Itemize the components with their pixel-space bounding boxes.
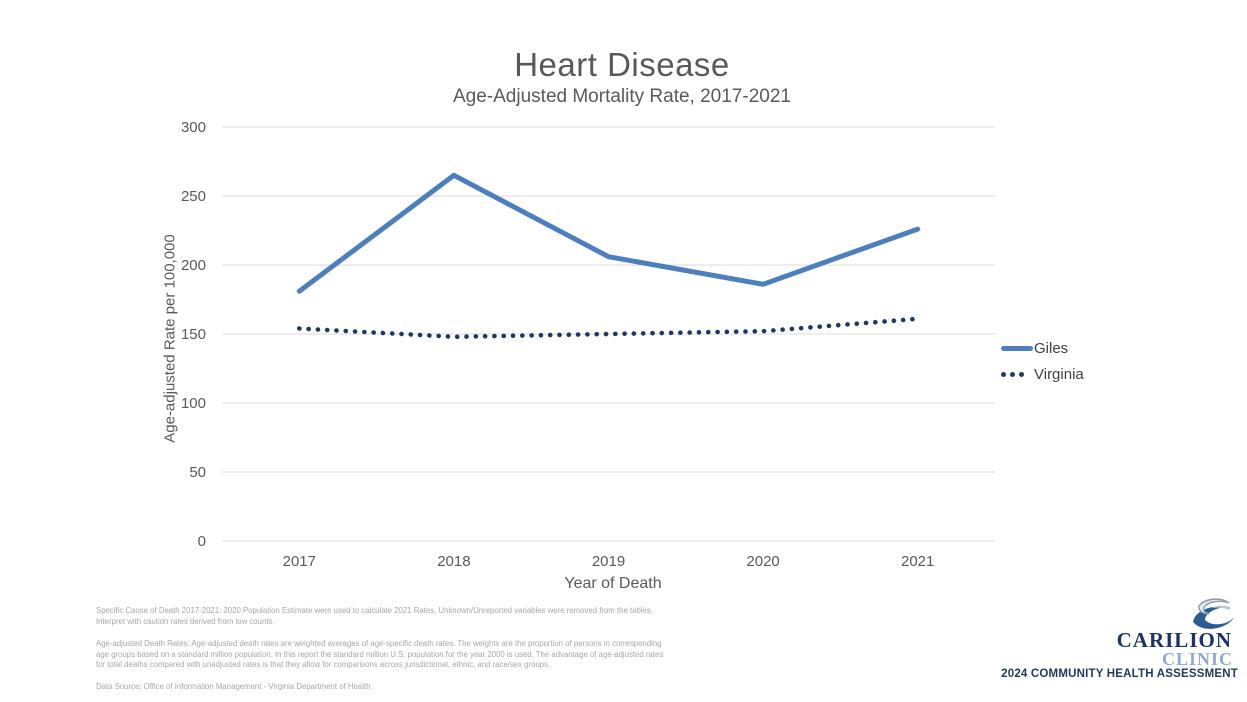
legend-label-virginia: Virginia bbox=[1034, 365, 1084, 383]
legend-label-giles: Giles bbox=[1034, 339, 1069, 357]
virginia-dots-swatch-icon bbox=[1001, 371, 1033, 377]
y-tick-label: 0 bbox=[198, 533, 206, 550]
series-line-giles bbox=[296, 172, 921, 294]
x-tick-label: 2018 bbox=[437, 553, 470, 570]
y-tick-label: 150 bbox=[181, 326, 206, 343]
y-tick-label: 50 bbox=[189, 464, 206, 481]
chart-subtitle: Age-Adjusted Mortality Rate, 2017-2021 bbox=[453, 86, 791, 107]
footnote-age-adjusted-rates: Age-adjusted Death Rates: Age-adjusted d… bbox=[96, 639, 664, 669]
footnote-data-source: Data Source: Office of Information Manag… bbox=[96, 681, 371, 691]
series-line-virginia bbox=[296, 316, 921, 340]
logo-clinic-text: CLINIC bbox=[1161, 649, 1233, 669]
assessment-title: 2024 COMMUNITY HEALTH ASSESSMENT bbox=[1001, 668, 1238, 680]
x-axis-title: Year of Death bbox=[564, 575, 662, 592]
chart-legend: Giles Virginia bbox=[1001, 335, 1084, 387]
logo-carilion-text: CARILION bbox=[1116, 628, 1232, 652]
footnotes: Specific Cause of Death 2017-2021: 2020 … bbox=[96, 606, 882, 692]
x-tick-label: 2017 bbox=[283, 553, 316, 570]
legend-item-virginia: Virginia bbox=[1001, 361, 1084, 387]
y-tick-label: 250 bbox=[181, 188, 206, 205]
x-tick-label: 2020 bbox=[746, 553, 779, 570]
carilion-swoosh-icon bbox=[1193, 598, 1234, 629]
x-tick-label: 2021 bbox=[901, 553, 934, 570]
giles-line-swatch-icon bbox=[1001, 345, 1033, 351]
y-axis-title: Age-adjusted Rate per 100,000 bbox=[161, 234, 179, 443]
y-tick-label: 200 bbox=[181, 257, 206, 274]
y-tick-label: 300 bbox=[181, 119, 206, 136]
x-tick-label: 2019 bbox=[592, 553, 625, 570]
y-tick-label: 100 bbox=[181, 395, 206, 412]
footnote-specific-cause: Specific Cause of Death 2017-2021: 2020 … bbox=[96, 606, 653, 626]
legend-item-giles: Giles bbox=[1001, 335, 1084, 361]
chart-title: Heart Disease bbox=[514, 46, 730, 83]
